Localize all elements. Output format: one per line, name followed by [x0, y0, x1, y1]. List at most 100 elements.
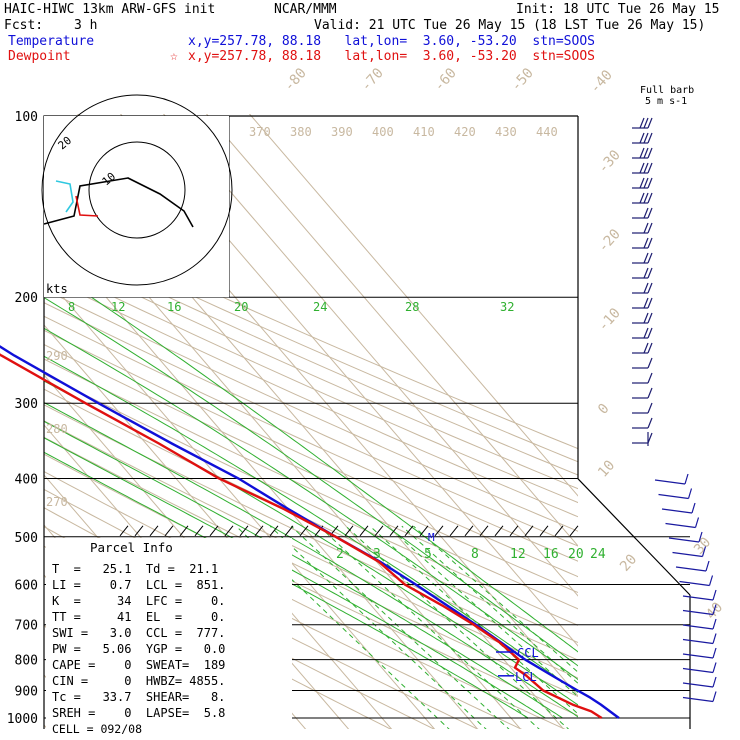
wind-barb — [682, 667, 714, 674]
wind-barb-flag — [639, 132, 645, 144]
freezing-hatch — [179, 525, 189, 537]
isotherm-label: 20 — [617, 551, 640, 574]
wind-barb-flag — [647, 267, 653, 279]
model-title: HAIC-HIWC 13km ARW-GFS init — [4, 2, 216, 17]
forecast-label: Fcst: — [4, 18, 44, 33]
wind-barb — [682, 638, 714, 645]
mixing-ratio-label: 20 — [568, 547, 584, 562]
dewpoint-legend: Dewpoint — [8, 49, 71, 64]
wind-barb-flag — [647, 177, 653, 189]
freezing-hatch — [569, 525, 579, 537]
parcel-row: CELL = 092/08 — [52, 722, 143, 736]
hodograph-ring-inner — [88, 141, 186, 239]
mixing-marker: M — [428, 531, 435, 544]
moist-adiabat-line — [44, 327, 578, 681]
wind-barb-flag — [712, 589, 717, 601]
mixing-ratio-label: 16 — [543, 547, 559, 562]
wind-barb — [668, 537, 700, 543]
parcel-row: Tc = 33.7 SHEAR= 8. — [52, 690, 226, 704]
isotherm-label: 40 — [703, 599, 726, 622]
wind-barb — [661, 508, 693, 514]
moist-adiabat-label: 20 — [234, 300, 248, 314]
dry-adiabat-line — [44, 420, 578, 679]
wind-barb — [654, 479, 686, 485]
init-time: Init: 18 UTC Tue 26 May 15 — [516, 2, 720, 17]
dry-adiabat-line — [44, 250, 578, 490]
isotherm-line — [162, 114, 578, 597]
parcel-row: LI = 0.7 LCL = 851. — [52, 578, 226, 592]
wind-barb-flag — [694, 517, 700, 528]
pressure-tick-label: 1000 — [7, 712, 38, 727]
theta-label: 410 — [413, 125, 435, 139]
moist-adiabat-label: 8 — [68, 300, 75, 314]
freezing-hatch — [479, 525, 489, 537]
wind-barb-flag — [639, 117, 645, 129]
theta-label: 390 — [331, 125, 353, 139]
dry-adiabat-line — [44, 275, 578, 518]
isotherm-label: -80 — [281, 65, 310, 95]
hodograph-trace-lower — [75, 195, 99, 217]
wind-barb-flag — [639, 162, 645, 174]
mixing-ratio-line — [413, 525, 578, 673]
wind-barb-flag — [643, 207, 649, 219]
freezing-hatch — [494, 525, 504, 537]
moist-adiabat-line — [44, 437, 546, 719]
freezing-hatch — [554, 525, 564, 537]
wind-barb-flag — [712, 691, 717, 702]
wind-barb-flag — [712, 676, 717, 688]
freezing-hatch — [539, 525, 549, 537]
moist-adiabat-label: 12 — [111, 300, 125, 314]
temperature-legend: Temperature — [8, 34, 95, 49]
isotherm-line — [44, 274, 436, 729]
wind-barb-flag — [708, 575, 714, 586]
freezing-hatch — [509, 525, 519, 537]
freezing-hatch — [419, 525, 429, 537]
mixing-ratio-line — [369, 525, 578, 715]
dewpoint-marker: ☆ — [170, 49, 178, 64]
dry-adiabat-line — [44, 329, 578, 578]
org-label: NCAR/MMM — [274, 2, 337, 17]
wind-barb-flag — [647, 402, 653, 414]
dry-adiabat-line — [44, 436, 578, 698]
wind-barb-flag — [647, 312, 653, 324]
wind-barb-flag — [643, 162, 649, 174]
freezing-hatch — [134, 525, 144, 537]
theta-label: 280 — [46, 422, 68, 436]
moist-adiabat-line — [44, 296, 578, 667]
wind-barb-flag — [643, 342, 649, 354]
wind-barb-flag — [647, 432, 653, 444]
wind-barb-flag — [712, 604, 717, 615]
isotherm-line — [44, 224, 479, 729]
wind-barb-flag — [712, 647, 717, 659]
wind-barb — [682, 595, 714, 601]
hodograph-units: kts — [46, 282, 68, 296]
wind-barb-flag — [647, 252, 653, 264]
parcel-row: CAPE = 0 SWEAT= 189 — [52, 658, 226, 672]
wind-barb-flag — [712, 618, 717, 630]
wind-barb-flag — [643, 237, 649, 249]
temperature-profile — [0, 345, 620, 719]
mixing-ratio-line — [318, 525, 540, 729]
parcel-row: SWI = 3.0 CCL = 777. — [52, 626, 226, 640]
dry-adiabat-line — [44, 302, 578, 547]
temperature-location: x,y=257.78, 88.18 lat,lon= 3.60, -53.20 … — [188, 34, 595, 49]
moist-adiabat-label: 16 — [167, 300, 181, 314]
wind-barb-flag — [647, 282, 653, 294]
wind-barb-flag — [712, 633, 717, 644]
wind-barb — [682, 682, 714, 688]
pressure-tick-label: 100 — [15, 110, 38, 125]
barb-legend-units: 5 m s-1 — [645, 96, 687, 107]
dry-adiabat-line — [44, 262, 578, 504]
dry-adiabat-line — [44, 343, 578, 594]
freezing-hatch — [299, 525, 309, 537]
freezing-hatch — [524, 525, 534, 537]
wind-barb-flag — [647, 237, 653, 249]
dry-adiabat-line — [44, 225, 578, 463]
wind-barb — [682, 696, 714, 703]
mixing-ratio-label: 8 — [471, 547, 479, 562]
parcel-row: T = 25.1 Td = 21.1 — [52, 562, 219, 576]
wind-barb-flag — [647, 222, 653, 234]
wind-barb-flag — [698, 531, 703, 543]
freezing-hatch — [359, 525, 369, 537]
isotherm-label: -50 — [508, 65, 537, 95]
